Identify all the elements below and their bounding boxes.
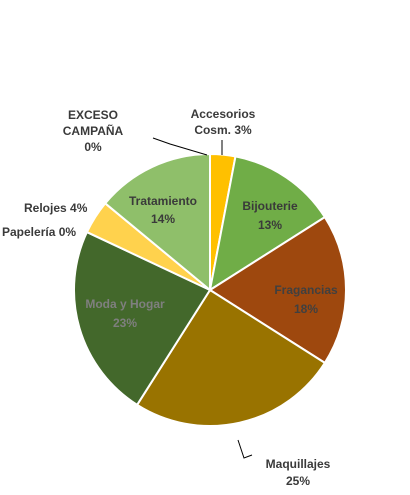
data-label-exceso-campa-a: EXCESO CAMPAÑA 0% [63, 108, 124, 154]
leader-line [152, 137, 208, 156]
leader-line [237, 439, 253, 459]
data-label-bijouterie: Bijouterie 13% [242, 199, 298, 232]
pie-slice-maquillajes [135, 288, 327, 427]
pie-slice-moda-y-hogar [73, 230, 212, 407]
pie-slice-fragancias [208, 215, 347, 365]
data-label-moda-y-hogar: Moda y Hogar 23% [85, 297, 165, 330]
data-label-maquillajes: Maquillajes 25% [266, 457, 331, 488]
data-label-accesorios-cosm-: Accesorios Cosm. 3% [191, 107, 256, 137]
data-label-relojes: Relojes 4% [24, 201, 88, 215]
data-label-tratamiento: Tratamiento 14% [129, 194, 197, 226]
data-label-papeler-a: Papelería 0% [2, 225, 76, 239]
pie-slice-tratamiento [103, 152, 211, 293]
data-label-fragancias: Fragancias 18% [274, 283, 338, 316]
pie-slice-bijouterie [208, 155, 327, 293]
